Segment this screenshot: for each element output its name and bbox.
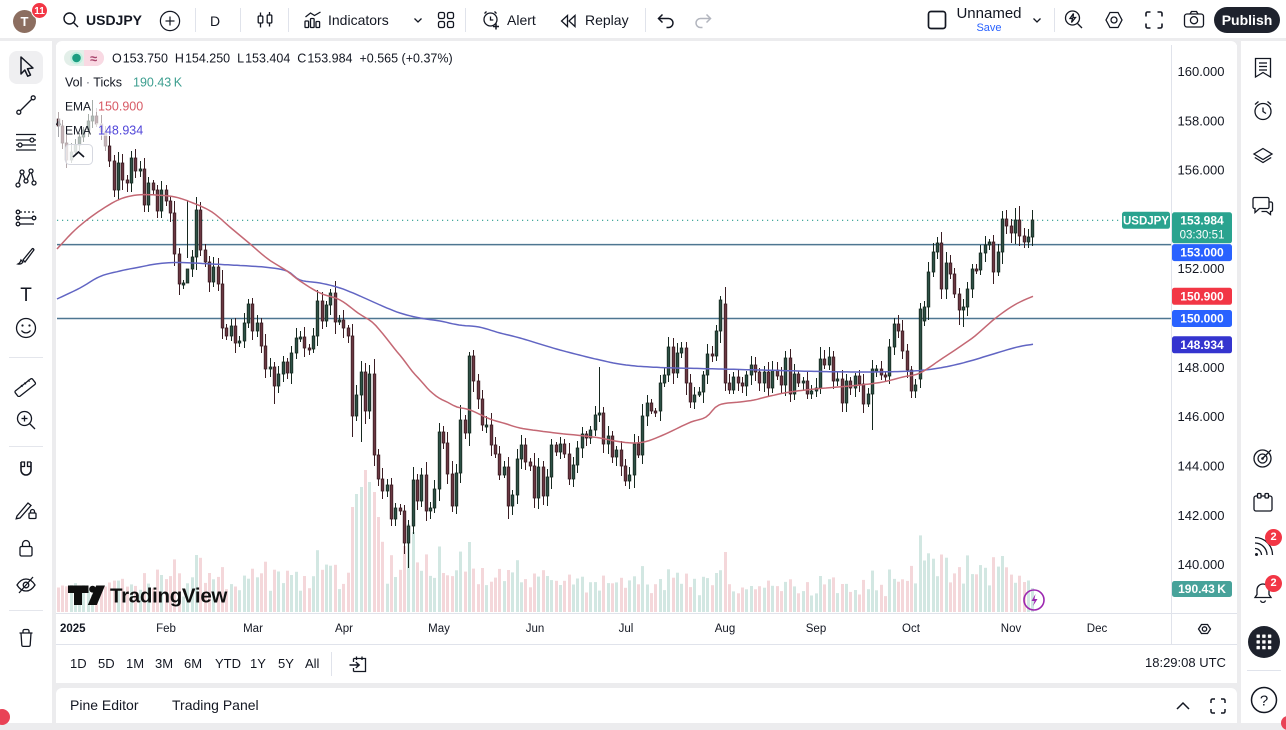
svg-text:Oct: Oct (902, 623, 921, 635)
svg-text:148.000: 148.000 (1178, 360, 1225, 375)
svg-text:EMA: EMA (65, 124, 91, 138)
svg-text:153.984: 153.984 (1180, 213, 1224, 227)
svg-text:Sep: Sep (806, 623, 826, 635)
svg-text:190.43 K: 190.43 K (1178, 582, 1226, 596)
svg-text:TradingView: TradingView (110, 585, 227, 608)
svg-text:EMA: EMA (65, 100, 91, 114)
svg-text:Mar: Mar (243, 623, 263, 635)
svg-text:Aug: Aug (715, 623, 735, 635)
svg-text:Vol · Ticks: Vol · Ticks (65, 76, 122, 90)
svg-text:T: T (20, 285, 32, 306)
svg-text:Feb: Feb (156, 623, 176, 635)
svg-text:Nov: Nov (1001, 623, 1022, 635)
svg-text:153.000: 153.000 (1180, 246, 1224, 260)
svg-text:150.900: 150.900 (1180, 289, 1224, 303)
svg-text:152.000: 152.000 (1178, 261, 1225, 276)
svg-text:≈: ≈ (90, 51, 97, 66)
svg-text:156.000: 156.000 (1178, 163, 1225, 178)
svg-text:Jul: Jul (619, 623, 634, 635)
svg-text:160.000: 160.000 (1178, 64, 1225, 79)
svg-text:May: May (428, 623, 450, 635)
svg-text:158.000: 158.000 (1178, 113, 1225, 128)
svg-text:140.000: 140.000 (1178, 557, 1225, 572)
svg-text:190.43 K: 190.43 K (133, 76, 183, 90)
svg-text:150.000: 150.000 (1180, 312, 1224, 326)
svg-text:150.900: 150.900 (98, 100, 143, 114)
svg-text:144.000: 144.000 (1178, 458, 1225, 473)
svg-text:?: ? (1260, 693, 1268, 710)
svg-text:USDJPY: USDJPY (1123, 215, 1169, 227)
svg-text:146.000: 146.000 (1178, 409, 1225, 424)
svg-text:142.000: 142.000 (1178, 508, 1225, 523)
svg-text:03:30:51: 03:30:51 (1180, 229, 1225, 241)
svg-text:2025: 2025 (60, 623, 86, 635)
svg-text:Jun: Jun (526, 623, 545, 635)
svg-text:148.934: 148.934 (1180, 338, 1224, 352)
svg-text:148.934: 148.934 (98, 124, 143, 138)
svg-text:Apr: Apr (335, 623, 353, 635)
svg-text:Dec: Dec (1087, 623, 1108, 635)
